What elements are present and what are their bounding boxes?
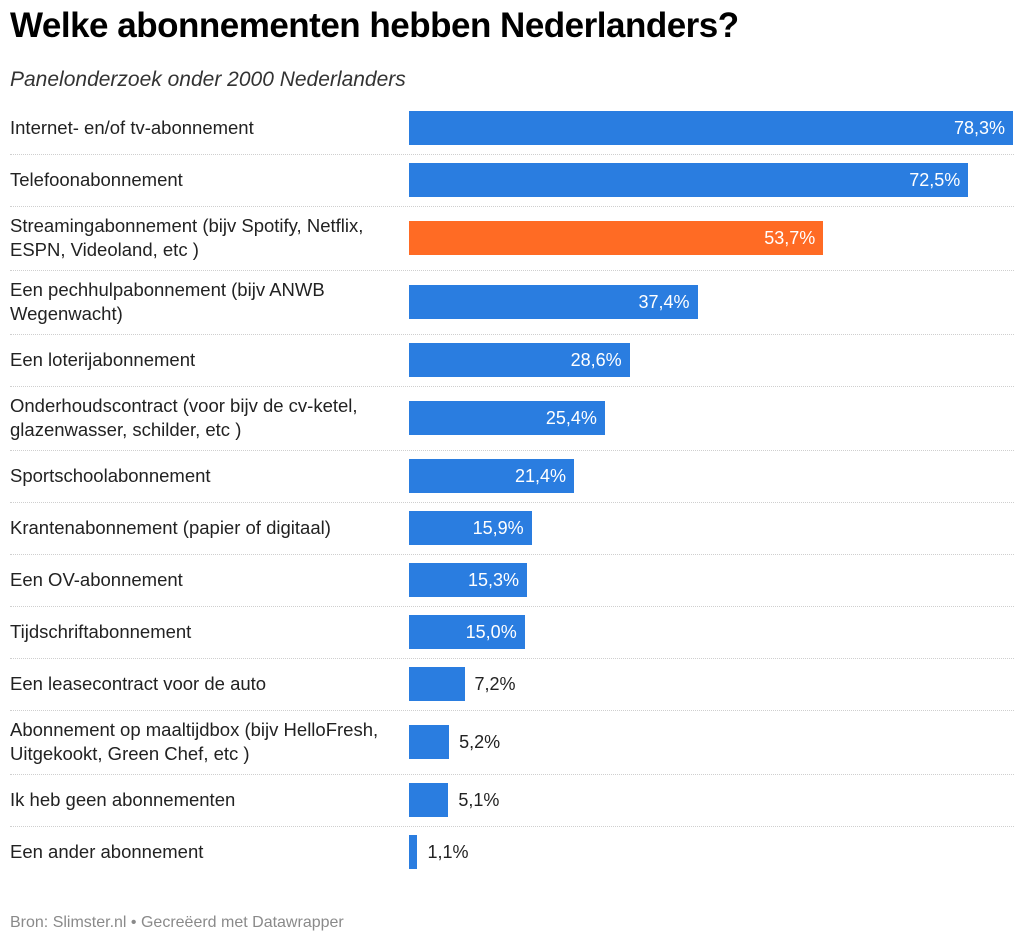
value-label: 1,1%: [427, 842, 469, 862]
data-bar: [409, 111, 1013, 145]
data-bar: [409, 615, 525, 649]
category-label: Krantenabonnement (papier of digitaal): [10, 517, 331, 538]
chart-row: Een loterijabonnement 28,6%: [10, 334, 1014, 387]
data-bar: [409, 401, 605, 435]
value-label: 25,4%: [545, 408, 597, 428]
chart-title: Welke abonnementen hebben Nederlanders?: [10, 6, 739, 45]
category-label: Een loterijabonnement: [10, 349, 196, 370]
chart-row: Een ander abonnement 1,1%: [10, 826, 1014, 878]
category-label: Sportschoolabonnement: [10, 465, 211, 486]
category-label: Een OV-abonnement: [10, 569, 183, 590]
data-bar: [409, 667, 465, 701]
chart-row: Streamingabonnement (bijv Spotify, Netfl…: [10, 206, 1014, 271]
chart-row: Krantenabonnement (papier of digitaal) 15…: [10, 502, 1014, 555]
data-bar: [409, 511, 532, 545]
data-bar: [409, 783, 449, 817]
value-label: 5,1%: [458, 790, 500, 810]
value-label: 53,7%: [764, 228, 816, 248]
bar-chart: Internet- en/of tv-abonnement 78,3% Telefo…: [0, 102, 1024, 897]
data-bar: [409, 221, 824, 255]
data-bar: [409, 459, 575, 493]
value-label: 7,2%: [474, 674, 516, 694]
category-label: Streamingabonnement (bijv Spotify, Netfl…: [10, 215, 364, 260]
value-label: 15,3%: [467, 570, 520, 590]
data-bar: [409, 563, 528, 597]
data-bar: [409, 835, 418, 869]
value-label: 21,4%: [515, 466, 567, 486]
chart-row: Een leasecontract voor de auto 7,2%: [10, 658, 1014, 711]
data-bar: [409, 285, 698, 319]
chart-row: Sportschoolabonnement 21,4%: [10, 450, 1014, 503]
chart-row: Telefoonabonnement 72,5%: [10, 154, 1014, 207]
value-label: 15,0%: [465, 622, 517, 642]
data-bar: [409, 343, 630, 377]
data-bar: [409, 163, 969, 197]
category-label: Een ander abonnement: [10, 841, 204, 862]
source-footer: Bron: Slimster.nl • Gecreëerd met Datawr…: [10, 914, 344, 931]
chart-row: Abonnement op maaltijdbox (bijv HelloFre…: [10, 710, 1014, 775]
category-label: Tijdschriftabonnement: [10, 621, 192, 642]
category-label: Internet- en/of tv-abonnement: [10, 117, 254, 138]
chart-row: Ik heb geen abonnementen 5,1%: [10, 774, 1014, 827]
category-label: Telefoonabonnement: [10, 169, 183, 190]
category-label: Onderhoudscontract (voor bijv de cv-kete…: [10, 395, 358, 440]
chart-row: Een OV-abonnement 15,3%: [10, 554, 1014, 607]
value-label: 72,5%: [909, 170, 961, 190]
chart-row: Internet- en/of tv-abonnement 78,3%: [10, 102, 1014, 155]
value-label: 37,4%: [638, 292, 690, 312]
value-label: 15,9%: [472, 518, 524, 538]
chart-row: Tijdschriftabonnement 15,0%: [10, 606, 1014, 659]
chart-row: Een pechhulpabonnement (bijv ANWB Wegenw…: [10, 270, 1014, 335]
chart-subtitle: Panelonderzoek onder 2000 Nederlanders: [10, 68, 406, 91]
category-label: Ik heb geen abonnementen: [10, 789, 236, 810]
chart-row: Onderhoudscontract (voor bijv de cv-kete…: [10, 386, 1014, 451]
value-label: 78,3%: [953, 118, 1005, 138]
data-bar: [409, 725, 450, 759]
value-label: 28,6%: [570, 350, 622, 370]
value-label: 5,2%: [459, 732, 501, 752]
category-label: Een leasecontract voor de auto: [10, 673, 267, 694]
category-label: Abonnement op maaltijdbox (bijv HelloFre…: [10, 719, 379, 764]
category-label: Een pechhulpabonnement (bijv ANWB Wegenw…: [10, 279, 325, 324]
